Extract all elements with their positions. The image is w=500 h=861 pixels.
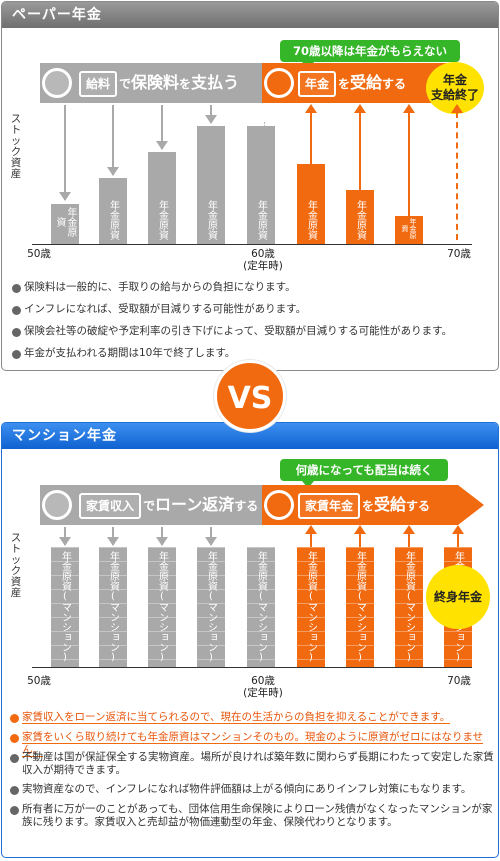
mansion-note-hl-1: 家賃収入をローン返済に当てられるので、現在の生活からの負担を抑えることができます…	[10, 711, 494, 724]
salary-box: 給料	[79, 71, 118, 97]
paper-arrow-down-3	[156, 105, 168, 150]
mansion-loan-main: ローン返済	[155, 495, 235, 514]
mansion-note-3: 所有者に万が一のことがあっても、団体信用生命保険によりローン残債がなくなったマン…	[10, 803, 494, 829]
mansion-loan-text: 家賃収入 でローン返済する	[79, 485, 258, 526]
paper-callout: 70歳以降は年金がもらえない	[280, 40, 460, 69]
paper-pay-band	[40, 63, 262, 103]
paper-bar-3: 年金原資	[148, 152, 176, 244]
paper-bar-8: 年金原資	[395, 216, 423, 244]
paper-tick-50: 50歳	[27, 248, 51, 260]
mansion-loan-suru: する	[234, 499, 259, 513]
paper-notes: 保険料は一般的に、手取りの給与からの負担になります。 インフレになれば、受取額が…	[12, 281, 492, 365]
paper-pay-de: で	[119, 77, 132, 91]
paper-pay-wo: を	[179, 77, 192, 91]
paper-bar-1: 年金原資	[51, 204, 79, 244]
mansion-pension-panel: マンション年金 何歳になっても配当は続く 家賃収入 でローン返済する 家賃年金 を受…	[1, 422, 499, 858]
paper-pay-text: 給料 で保険料を支払う	[79, 63, 239, 104]
paper-bar-5: 年金原資	[247, 126, 275, 244]
mansion-tick-70: 70歳	[447, 675, 471, 687]
mansion-note-hl-2: 家賃をいくら取り続けても年金原資はマンションそのもの。現金のように原資がゼロには…	[10, 731, 494, 757]
mansion-receive-main: 受給	[374, 495, 407, 514]
mansion-arrow-down-4	[205, 527, 217, 546]
paper-pay-main: 保険料	[131, 73, 180, 92]
paper-receive-wo: を	[338, 77, 351, 91]
mansion-receive-text: 家賃年金 を受給する	[298, 485, 430, 526]
paper-receive-suru: する	[382, 77, 407, 91]
paper-pension-title: ペーパー年金	[2, 2, 498, 28]
mansion-callout: 何歳になっても配当は続く	[280, 459, 448, 488]
mansion-bar-6: 年金原資(マンション)	[297, 547, 325, 667]
paper-tick-70: 70歳	[447, 248, 471, 260]
mansion-note-2: 実物資産なので、インフレになれば物件評価額は上がる傾向にありインフレ対策にもなり…	[10, 783, 494, 796]
mansion-receive-suru: する	[406, 499, 431, 513]
mansion-tick-60-sub: (定年時)	[243, 687, 283, 699]
paper-bar-7: 年金原資	[346, 190, 374, 244]
vs-badge: VS	[214, 360, 286, 432]
mansion-arrow-up-3	[403, 525, 415, 547]
mansion-bar-1: 年金原資(マンション)	[51, 547, 79, 667]
mansion-arrow-up-2	[354, 525, 366, 547]
paper-arrow-up-2	[354, 104, 366, 190]
lifetime-pension-badge: 終身年金	[426, 565, 490, 629]
paper-bar-2: 年金原資	[99, 178, 127, 244]
mansion-arrow-up-1	[305, 525, 317, 547]
mansion-tick-50: 50歳	[27, 675, 51, 687]
smile-face-icon	[42, 490, 72, 520]
worried-face-icon	[42, 68, 72, 98]
paper-arrow-dashed	[451, 104, 463, 240]
mansion-y-axis-label: ストック資産	[10, 532, 22, 599]
paper-receive-text: 年金 を受給する	[298, 63, 406, 104]
crying-face-icon	[264, 68, 294, 98]
paper-arrow-up-3	[403, 104, 415, 216]
paper-y-axis-label: ストック資産	[10, 113, 22, 180]
pension-box: 年金	[298, 71, 337, 97]
mansion-bar-5: 年金原資(マンション)	[247, 547, 275, 667]
mansion-arrow-down-1	[59, 527, 71, 546]
mansion-loan-band	[40, 485, 262, 525]
paper-pay-shiharau: 支払う	[191, 73, 240, 92]
happy-face-icon	[264, 490, 294, 520]
paper-note-4: 年金が支払われる期間は10年で終了します。	[12, 347, 492, 360]
mansion-receive-wo: を	[362, 499, 375, 513]
paper-note-2: インフレになれば、受取額が目減りする可能性があります。	[12, 303, 492, 316]
paper-note-3: 保険会社等の破綻や予定利率の引き下げによって、受取額が目減りする可能性があります…	[12, 325, 492, 338]
paper-bar-4: 年金原資	[197, 126, 225, 244]
mansion-notes: 家賃収入をローン返済に当てられるので、現在の生活からの負担を抑えることができます…	[10, 711, 494, 853]
mansion-arrow-up-4	[452, 525, 464, 547]
paper-arrow-down-2	[107, 105, 119, 176]
paper-baseline	[32, 244, 472, 245]
paper-arrow-down-4	[205, 105, 217, 124]
paper-arrow-down-1	[59, 105, 71, 201]
mansion-note-1: 不動産は国が保証保全する実物資産。場所が良ければ築年数に関わらず長期にわたって安…	[10, 751, 494, 777]
paper-bar-6: 年金原資	[297, 164, 325, 244]
paper-tick-60-sub: (定年時)	[243, 260, 283, 272]
paper-receive-main: 受給	[350, 73, 383, 92]
mansion-bar-7: 年金原資(マンション)	[346, 547, 374, 667]
paper-tick-60: 60歳	[251, 248, 275, 260]
rent-pension-box: 家賃年金	[298, 493, 361, 519]
rent-income-box: 家賃収入	[79, 493, 142, 519]
mansion-bar-2: 年金原資(マンション)	[99, 547, 127, 667]
mansion-bar-4: 年金原資(マンション)	[197, 547, 225, 667]
mansion-tick-60: 60歳	[251, 675, 275, 687]
paper-note-1: 保険料は一般的に、手取りの給与からの負担になります。	[12, 281, 492, 294]
mansion-bar-8: 年金原資(マンション)	[395, 547, 423, 667]
mansion-arrow-down-2	[107, 527, 119, 546]
mansion-baseline	[32, 667, 472, 668]
mansion-arrow-down-3	[156, 527, 168, 546]
paper-pension-panel: ペーパー年金 70歳以降は年金がもらえない 給料 で保険料を支払う 年金 を受給する…	[1, 1, 499, 371]
mansion-bar-3: 年金原資(マンション)	[148, 547, 176, 667]
mansion-loan-de: で	[143, 499, 156, 513]
paper-arrow-up-1	[305, 104, 317, 164]
